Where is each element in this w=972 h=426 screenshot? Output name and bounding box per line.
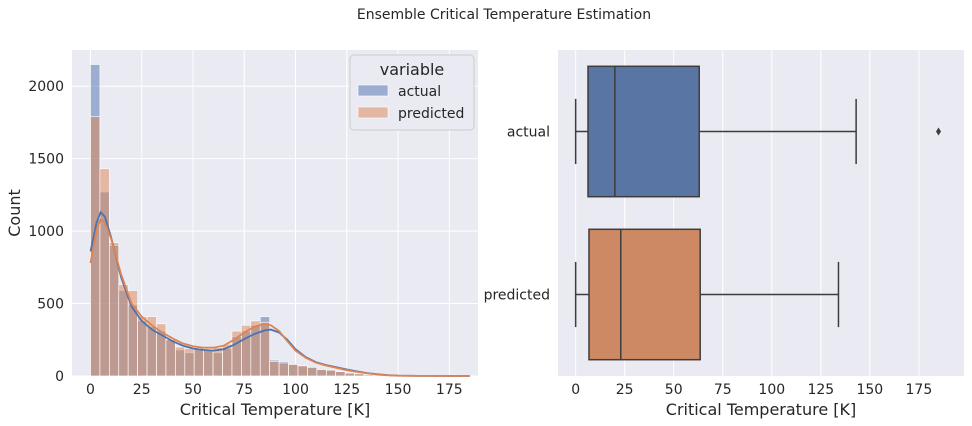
boxplot-x-ticks: 0 25 50 75 100 125 150 175 bbox=[571, 382, 932, 398]
x-tick-label: 125 bbox=[807, 382, 834, 398]
histogram-bar-predicted bbox=[250, 320, 261, 377]
x-tick-label: 100 bbox=[758, 382, 785, 398]
histogram-x-axis-label: Critical Temperature [K] bbox=[180, 400, 370, 419]
histogram-panel: 0 25 50 75 100 125 150 175 0 500 1000 1500 2000 Cri… bbox=[5, 50, 478, 419]
boxplot-boxes bbox=[574, 65, 942, 361]
histogram-legend: variable actual predicted bbox=[349, 54, 475, 131]
x-tick-label: 50 bbox=[184, 382, 202, 398]
histogram-bar-predicted bbox=[193, 348, 204, 377]
y-tick-label: 0 bbox=[55, 369, 64, 385]
histogram-bar-predicted bbox=[344, 372, 355, 377]
histogram-x-ticks: 0 25 50 75 100 125 150 175 bbox=[86, 382, 463, 398]
histogram-bar-predicted bbox=[325, 369, 336, 377]
histogram-bar-predicted bbox=[165, 339, 176, 377]
x-tick-label: 0 bbox=[86, 382, 95, 398]
histogram-bar-predicted bbox=[137, 316, 148, 377]
histogram-y-ticks: 0 500 1000 1500 2000 bbox=[28, 79, 64, 385]
legend-label-actual: actual bbox=[398, 84, 441, 100]
boxplot-category-labels: actual predicted bbox=[484, 125, 550, 304]
histogram-bar-predicted bbox=[212, 347, 223, 377]
histogram-bar-predicted bbox=[259, 322, 270, 377]
kde-line-predicted bbox=[89, 218, 470, 377]
category-label-predicted: predicted bbox=[484, 288, 550, 304]
histogram-bar-predicted bbox=[278, 362, 289, 377]
histogram-bar-predicted bbox=[269, 361, 280, 377]
histogram-bar-predicted bbox=[203, 348, 214, 377]
histogram-bar-predicted bbox=[288, 364, 299, 377]
histogram-bar-predicted bbox=[175, 346, 186, 377]
histogram-bar-predicted bbox=[297, 365, 308, 377]
histogram-y-axis-label: Count bbox=[5, 189, 24, 237]
x-tick-label: 150 bbox=[856, 382, 883, 398]
histogram-kde-lines bbox=[89, 210, 470, 377]
x-tick-label: 75 bbox=[235, 382, 253, 398]
x-tick-label: 25 bbox=[616, 382, 634, 398]
outlier-point-actual bbox=[936, 127, 942, 136]
histogram-bar-predicted bbox=[99, 168, 110, 377]
histogram-bar-predicted bbox=[354, 373, 365, 377]
x-tick-label: 175 bbox=[436, 382, 463, 398]
y-tick-label: 500 bbox=[37, 297, 64, 313]
y-tick-label: 1500 bbox=[28, 152, 64, 168]
boxplot-x-axis-label: Critical Temperature [K] bbox=[666, 400, 856, 419]
histogram-bar-predicted bbox=[307, 367, 318, 377]
x-tick-label: 125 bbox=[333, 382, 360, 398]
x-tick-label: 100 bbox=[282, 382, 309, 398]
legend-swatch-predicted bbox=[357, 106, 389, 119]
x-tick-label: 0 bbox=[571, 382, 580, 398]
x-tick-label: 25 bbox=[133, 382, 151, 398]
figure-title: Ensemble Critical Temperature Estimation bbox=[357, 7, 651, 23]
legend-label-predicted: predicted bbox=[398, 106, 464, 122]
x-tick-label: 150 bbox=[385, 382, 412, 398]
legend-swatch-actual bbox=[357, 84, 389, 97]
y-tick-label: 1000 bbox=[28, 224, 64, 240]
histogram-bar-predicted bbox=[118, 284, 129, 377]
box-predicted bbox=[588, 228, 701, 361]
boxplot-gridlines bbox=[575, 50, 920, 376]
histogram-bar-predicted bbox=[184, 348, 195, 377]
x-tick-label: 75 bbox=[714, 382, 732, 398]
histogram-bar-predicted bbox=[316, 369, 327, 377]
x-tick-label: 175 bbox=[906, 382, 933, 398]
histogram-bar-predicted bbox=[363, 374, 374, 377]
y-tick-label: 2000 bbox=[28, 79, 64, 95]
legend-title: variable bbox=[380, 60, 445, 79]
boxplot-panel: 0 25 50 75 100 125 150 175 actual predicted Crit… bbox=[484, 50, 964, 419]
box-actual bbox=[587, 65, 700, 198]
x-tick-label: 50 bbox=[665, 382, 683, 398]
histogram-bar-predicted bbox=[335, 371, 346, 377]
category-label-actual: actual bbox=[507, 125, 550, 141]
